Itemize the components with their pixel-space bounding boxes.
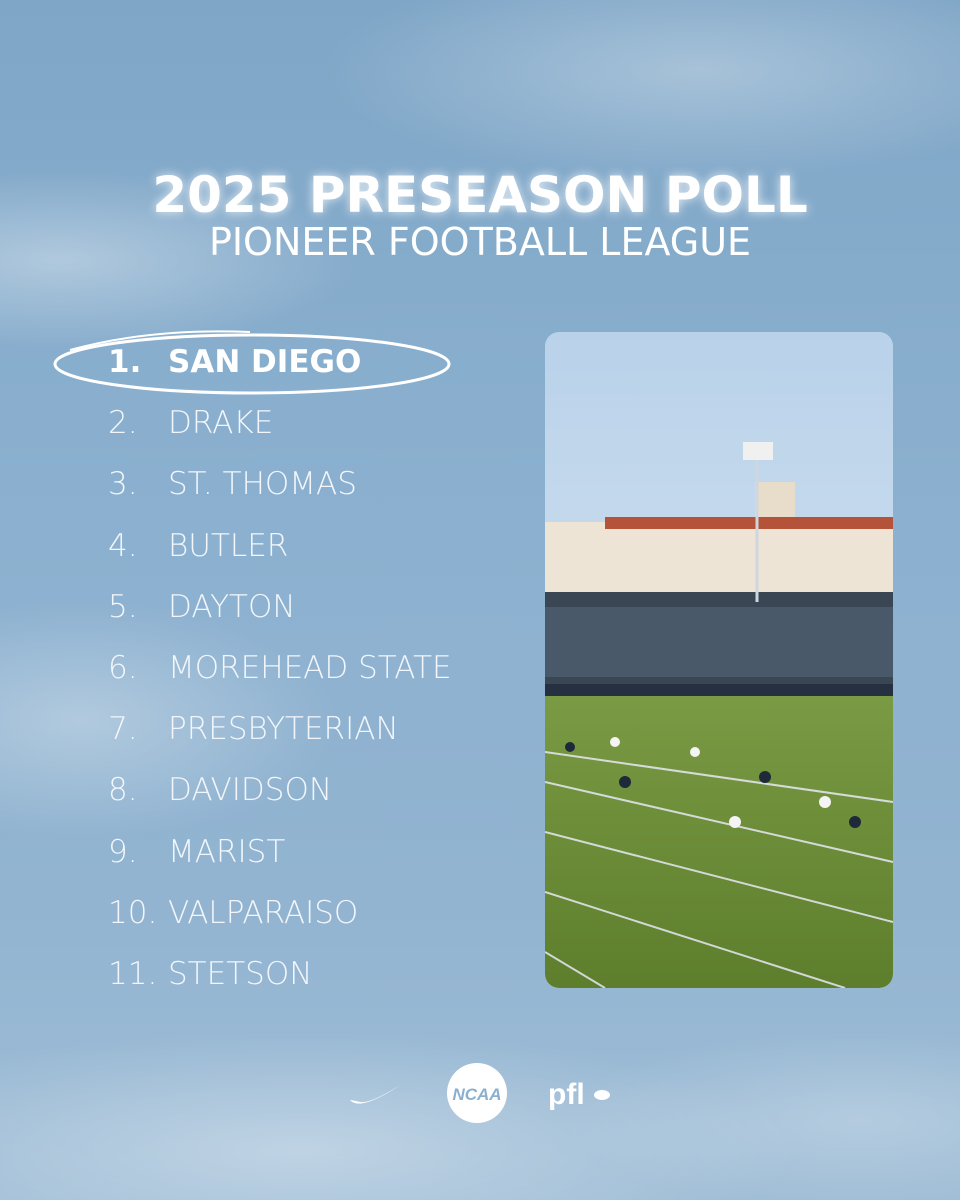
rank: 1. bbox=[108, 344, 142, 380]
team-name: STETSON bbox=[168, 956, 313, 992]
rank: 2. bbox=[108, 405, 138, 442]
ncaa-badge bbox=[447, 1063, 507, 1123]
subtitle: PIONEER FOOTBALL LEAGUE bbox=[208, 220, 752, 264]
rank: 6. bbox=[108, 650, 138, 686]
pfl-football bbox=[594, 1090, 610, 1100]
stadium-photo bbox=[545, 332, 893, 988]
ncaa-logo: NCAA bbox=[452, 1085, 501, 1104]
highlight-ellipse bbox=[53, 333, 451, 395]
rank: 3. bbox=[108, 466, 138, 503]
rank: 9. bbox=[108, 833, 138, 870]
rank: 5. bbox=[108, 588, 138, 625]
rank: 11. bbox=[108, 956, 158, 992]
rank: 4. bbox=[108, 527, 138, 564]
team-name: ST. THOMAS bbox=[168, 466, 357, 503]
rank: 8. bbox=[108, 772, 138, 809]
rank: 7. bbox=[108, 711, 138, 748]
team-name: MARIST bbox=[168, 833, 286, 870]
team-name: SAN DIEGO bbox=[168, 344, 362, 380]
title: 2025 PRESEASON POLL bbox=[152, 166, 808, 224]
team-name: BUTLER bbox=[168, 527, 289, 564]
team-name: VALPARAISO bbox=[168, 894, 359, 931]
team-name: DAYTON bbox=[168, 588, 296, 625]
team-name: MOREHEAD STATE bbox=[168, 650, 452, 686]
sponsor-logos: NCAA pfl bbox=[350, 1063, 610, 1123]
team-name: DAVIDSON bbox=[168, 772, 333, 809]
nike-logo bbox=[350, 1084, 402, 1104]
team-name: DRAKE bbox=[168, 405, 274, 442]
rank: 10. bbox=[108, 894, 158, 931]
team-name: PRESBYTERIAN bbox=[168, 711, 399, 748]
highlight-stroke bbox=[69, 330, 251, 351]
pfl-logo: pfl bbox=[548, 1078, 585, 1111]
